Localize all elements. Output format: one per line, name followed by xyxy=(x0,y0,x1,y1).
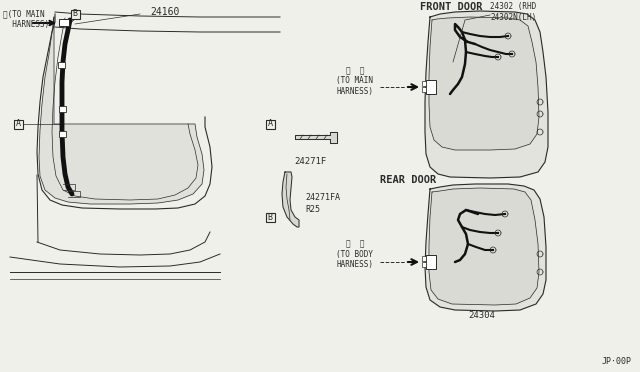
Text: 24271F: 24271F xyxy=(294,157,326,167)
Polygon shape xyxy=(39,17,204,204)
Text: JP·00P: JP·00P xyxy=(602,357,632,366)
Text: 24304: 24304 xyxy=(468,311,495,320)
Polygon shape xyxy=(425,11,548,178)
Polygon shape xyxy=(429,17,539,150)
Text: A: A xyxy=(268,119,273,128)
Polygon shape xyxy=(295,132,337,143)
Bar xyxy=(13,119,22,128)
Text: ⓕ(TO MAIN
  HARNESS): ⓕ(TO MAIN HARNESS) xyxy=(3,9,49,29)
Text: A: A xyxy=(15,119,20,128)
Text: B: B xyxy=(268,212,273,221)
Bar xyxy=(426,255,436,269)
Bar xyxy=(422,81,426,86)
Text: FRONT DOOR: FRONT DOOR xyxy=(420,2,483,12)
Bar xyxy=(422,87,426,92)
Bar xyxy=(58,62,65,68)
Bar xyxy=(59,19,69,26)
Polygon shape xyxy=(429,188,539,305)
Polygon shape xyxy=(282,172,299,227)
Bar xyxy=(422,256,426,261)
Text: 24302 (RHD
24302N(LH): 24302 (RHD 24302N(LH) xyxy=(490,2,536,22)
Bar xyxy=(59,106,66,112)
Text: ⓛ  ⓜ
(TO BODY
HARNESS): ⓛ ⓜ (TO BODY HARNESS) xyxy=(337,239,374,269)
Polygon shape xyxy=(425,184,546,311)
Text: REAR DOOR: REAR DOOR xyxy=(380,175,436,185)
Bar xyxy=(70,10,79,19)
Bar xyxy=(266,119,275,128)
Text: ⓖ  ⓚ
(TO MAIN
HARNESS): ⓖ ⓚ (TO MAIN HARNESS) xyxy=(337,66,374,96)
Bar xyxy=(426,80,436,94)
Bar xyxy=(59,131,66,137)
Bar xyxy=(422,262,426,267)
Text: 24271FA: 24271FA xyxy=(305,192,340,202)
Bar xyxy=(266,212,275,221)
Text: 24160: 24160 xyxy=(150,7,180,17)
Text: B: B xyxy=(72,10,77,19)
Text: R25: R25 xyxy=(305,205,320,215)
